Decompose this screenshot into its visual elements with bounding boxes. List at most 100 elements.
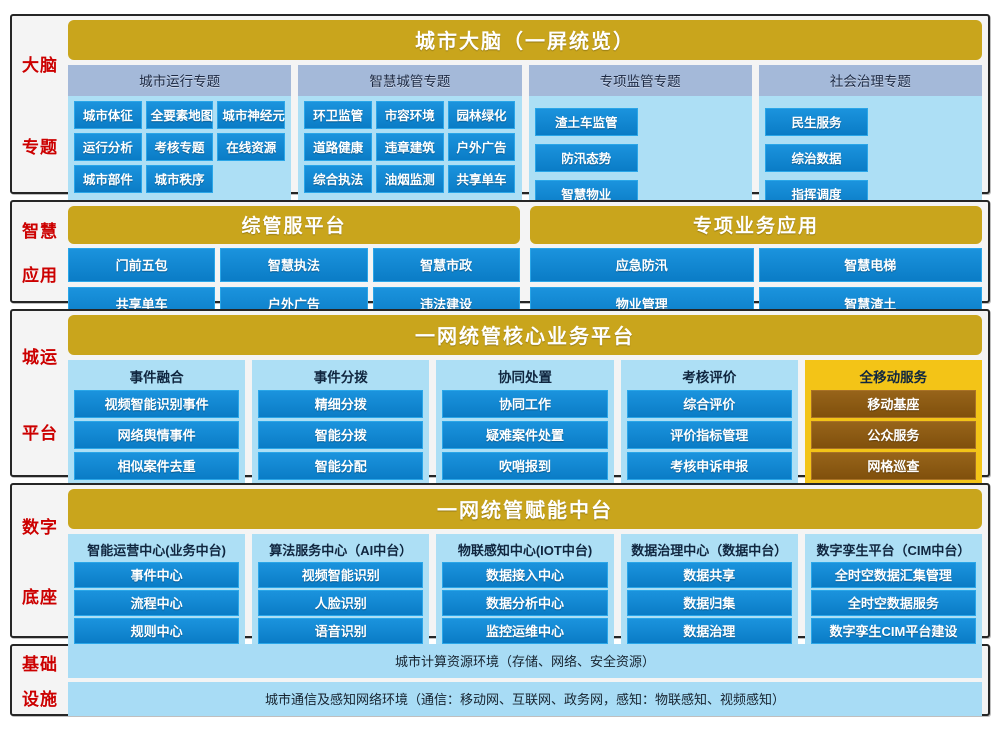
chip[interactable]: 环卫监管 bbox=[304, 101, 372, 129]
chip[interactable]: 综合执法 bbox=[304, 165, 372, 193]
chip[interactable]: 语音识别 bbox=[258, 618, 424, 644]
column-header: 专项监管专题 bbox=[528, 65, 752, 96]
chip[interactable]: 移动基座 bbox=[810, 390, 977, 418]
chip[interactable]: 在线资源 bbox=[217, 133, 286, 161]
column-title: 数据治理中心（数据中台） bbox=[631, 543, 788, 558]
column-header: 社会治理专题 bbox=[758, 65, 982, 96]
chip[interactable]: 智能分拨 bbox=[258, 421, 424, 449]
infrastructure-body: 城市计算资源环境（存储、网络、安全资源） 城市通信及感知网络环境（通信：移动网、… bbox=[68, 644, 988, 716]
brain-columns: 城市运行专题 城市体征 全要素地图 城市神经元 运行分析 考核专题 在线资源 城… bbox=[68, 65, 982, 250]
band-label-line: 应用 bbox=[22, 265, 58, 285]
chip[interactable]: 数字孪生CIM平台建设 bbox=[810, 618, 977, 644]
chip[interactable]: 考核申诉申报 bbox=[626, 452, 792, 480]
chip[interactable]: 防汛态势 bbox=[534, 144, 639, 172]
infrastructure-bar-compute[interactable]: 城市计算资源环境（存储、网络、安全资源） bbox=[68, 644, 982, 678]
chip[interactable]: 数据归集 bbox=[626, 590, 792, 616]
infrastructure-bar-network[interactable]: 城市通信及感知网络环境（通信：移动网、互联网、政务网，感知：物联感知、视频感知） bbox=[68, 682, 982, 716]
chip[interactable]: 公众服务 bbox=[810, 421, 977, 449]
brain-body: 城市大脑（一屏统览） 城市运行专题 城市体征 全要素地图 城市神经元 运行分析 … bbox=[68, 16, 988, 250]
chip[interactable]: 园林绿化 bbox=[447, 101, 516, 129]
chip[interactable]: 智慧电梯 bbox=[758, 248, 982, 282]
application-group-comprehensive-platform: 综管服平台 门前五包 智慧执法 智慧市政 共享单车 户外广告 违法建设 bbox=[68, 206, 520, 321]
section-city-brain: 大脑 专题 城市大脑（一屏统览） 城市运行专题 城市体征 全要素地图 城市神经元… bbox=[10, 14, 990, 250]
chip[interactable]: 综治数据 bbox=[764, 144, 869, 172]
section-smart-application: 智慧 应用 综管服平台 门前五包 智慧执法 智慧市政 共享单车 户外广告 违法建… bbox=[10, 200, 990, 321]
chip[interactable]: 规则中心 bbox=[74, 618, 240, 644]
column-title: 全移动服务 bbox=[859, 370, 928, 385]
chip[interactable]: 人脸识别 bbox=[258, 590, 424, 616]
group-banner: 专项业务应用 bbox=[530, 206, 982, 244]
band-label-line: 平台 bbox=[22, 423, 58, 443]
chip[interactable]: 监控运维中心 bbox=[442, 618, 608, 644]
chip[interactable]: 评价指标管理 bbox=[626, 421, 792, 449]
chip[interactable]: 吹哨报到 bbox=[442, 452, 608, 480]
chip[interactable]: 城市神经元 bbox=[217, 101, 286, 129]
chip[interactable]: 共享单车 bbox=[447, 165, 516, 193]
group-banner: 综管服平台 bbox=[68, 206, 520, 244]
chip[interactable]: 事件中心 bbox=[74, 562, 240, 588]
application-body: 综管服平台 门前五包 智慧执法 智慧市政 共享单车 户外广告 违法建设 专项业务… bbox=[68, 202, 988, 321]
platform-banner: 一网统管核心业务平台 bbox=[68, 315, 982, 355]
chip[interactable]: 精细分拨 bbox=[258, 390, 424, 418]
band-label-line: 大脑 bbox=[22, 55, 58, 75]
band-label-platform: 城运 平台 bbox=[12, 311, 68, 475]
chip[interactable]: 渣土车监管 bbox=[534, 108, 639, 136]
chip[interactable]: 运行分析 bbox=[74, 133, 142, 161]
chip[interactable]: 全时空数据服务 bbox=[810, 590, 977, 616]
band-label-brain: 大脑 专题 bbox=[12, 16, 68, 192]
band-label-application: 智慧 应用 bbox=[12, 202, 68, 301]
chip[interactable]: 考核专题 bbox=[145, 133, 214, 161]
chip[interactable]: 网格巡查 bbox=[810, 452, 977, 480]
band-label-line: 基础 bbox=[22, 655, 58, 674]
brain-banner: 城市大脑（一屏统览） bbox=[68, 20, 982, 60]
application-groups: 综管服平台 门前五包 智慧执法 智慧市政 共享单车 户外广告 违法建设 专项业务… bbox=[68, 206, 982, 321]
chip[interactable]: 视频智能识别事件 bbox=[74, 390, 240, 418]
chip[interactable]: 全要素地图 bbox=[145, 101, 214, 129]
chip[interactable]: 城市部件 bbox=[74, 165, 142, 193]
column-title: 协同处置 bbox=[498, 370, 552, 385]
band-label-line: 设施 bbox=[22, 690, 58, 709]
chip[interactable]: 应急防汛 bbox=[530, 248, 754, 282]
chip[interactable]: 城市体征 bbox=[74, 101, 142, 129]
column-pool: 环卫监管 市容环境 园林绿化 道路健康 违章建筑 户外广告 综合执法 油烟监测 … bbox=[298, 96, 522, 250]
section-digital-base: 数字 底座 一网统管赋能中台 智能运营中心(业务中台) 事件中心 流程中心 规则… bbox=[10, 483, 990, 678]
base-banner: 一网统管赋能中台 bbox=[68, 489, 982, 529]
column-header: 智慧城管专题 bbox=[298, 65, 522, 96]
band-label-base: 数字 底座 bbox=[12, 485, 68, 636]
column-title: 算法服务中心（AI中台） bbox=[269, 543, 413, 558]
chip[interactable]: 门前五包 bbox=[68, 248, 216, 282]
chip[interactable]: 违章建筑 bbox=[375, 133, 444, 161]
chip[interactable]: 疑难案件处置 bbox=[442, 421, 608, 449]
chip[interactable]: 智能分配 bbox=[258, 452, 424, 480]
chip[interactable]: 数据共享 bbox=[626, 562, 792, 588]
chip[interactable]: 智慧执法 bbox=[220, 248, 368, 282]
base-body: 一网统管赋能中台 智能运营中心(业务中台) 事件中心 流程中心 规则中心 资源中… bbox=[68, 485, 988, 678]
band-label-infrastructure: 基础 设施 bbox=[12, 646, 68, 714]
chip[interactable]: 网络舆情事件 bbox=[74, 421, 240, 449]
chip[interactable]: 综合评价 bbox=[626, 390, 792, 418]
platform-body: 一网统管核心业务平台 事件融合 视频智能识别事件 网络舆情事件 相似案件去重 统… bbox=[68, 311, 988, 528]
chip[interactable]: 民生服务 bbox=[764, 108, 869, 136]
chip[interactable]: 协同工作 bbox=[442, 390, 608, 418]
chip[interactable]: 全时空数据汇集管理 bbox=[810, 562, 977, 588]
column-title: 数字孪生平台（CIM中台） bbox=[816, 543, 971, 558]
chip[interactable]: 道路健康 bbox=[304, 133, 372, 161]
chip[interactable]: 油烟监测 bbox=[375, 165, 444, 193]
band-label-line: 数字 bbox=[22, 518, 58, 538]
chip[interactable]: 相似案件去重 bbox=[74, 452, 240, 480]
chip[interactable]: 数据分析中心 bbox=[442, 590, 608, 616]
section-infrastructure: 基础 设施 城市计算资源环境（存储、网络、安全资源） 城市通信及感知网络环境（通… bbox=[10, 644, 990, 716]
brain-column-smart-urban-management: 智慧城管专题 环卫监管 市容环境 园林绿化 道路健康 违章建筑 户外广告 综合执… bbox=[298, 65, 522, 250]
chip[interactable]: 流程中心 bbox=[74, 590, 240, 616]
chip[interactable]: 视频智能识别 bbox=[258, 562, 424, 588]
band-label-line: 底座 bbox=[22, 587, 58, 607]
column-title: 事件融合 bbox=[129, 370, 184, 385]
chip[interactable]: 数据接入中心 bbox=[442, 562, 608, 588]
chip[interactable]: 智慧市政 bbox=[372, 248, 520, 282]
band-label-line: 专题 bbox=[22, 137, 58, 157]
chip[interactable]: 城市秩序 bbox=[145, 165, 214, 193]
chip[interactable]: 数据治理 bbox=[626, 618, 792, 644]
chip[interactable]: 市容环境 bbox=[375, 101, 444, 129]
chip[interactable]: 户外广告 bbox=[447, 133, 516, 161]
band-label-line: 智慧 bbox=[22, 222, 58, 242]
